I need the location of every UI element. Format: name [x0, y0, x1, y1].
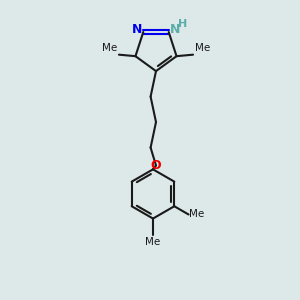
Text: O: O	[151, 159, 161, 172]
Text: H: H	[178, 19, 188, 29]
Text: N: N	[131, 23, 142, 36]
Text: Me: Me	[190, 209, 205, 220]
Text: Me: Me	[194, 43, 210, 53]
Text: N: N	[169, 22, 180, 35]
Text: Me: Me	[146, 237, 160, 247]
Text: Me: Me	[102, 43, 118, 53]
